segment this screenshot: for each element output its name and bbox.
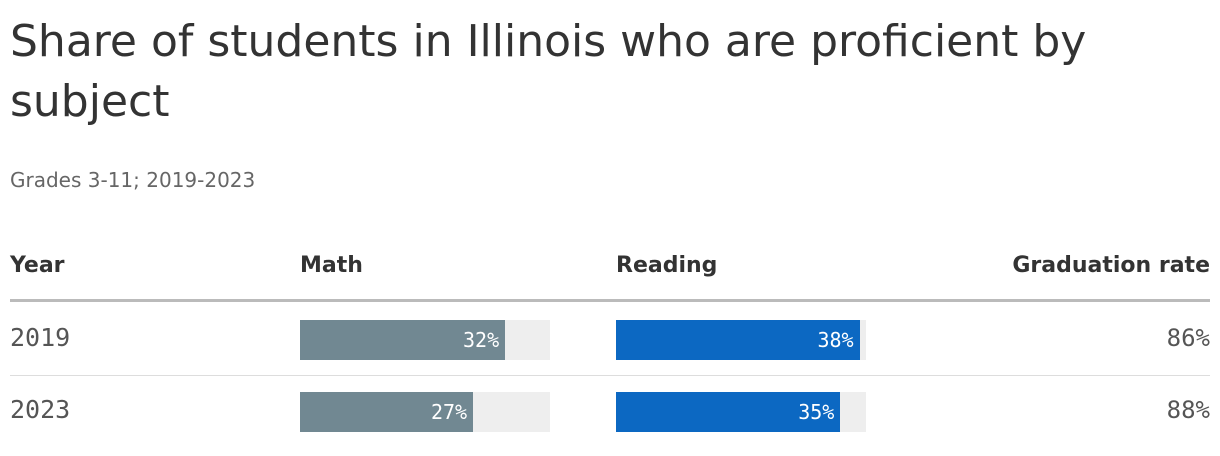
math-bar: 32% bbox=[300, 320, 506, 360]
column-header-reading: Reading bbox=[616, 253, 718, 278]
table-row-2023: 2023 27% 35% 88% bbox=[0, 392, 1220, 432]
year-cell: 2023 bbox=[10, 395, 71, 424]
column-header-graduation-rate: Graduation rate bbox=[1012, 253, 1210, 278]
chart-title: Share of students in Illinois who are pr… bbox=[10, 16, 1087, 127]
column-header-math: Math bbox=[300, 253, 363, 278]
reading-bar: 35% bbox=[616, 392, 841, 432]
math-bar-track: 32% bbox=[300, 320, 550, 360]
reading-bar-track: 35% bbox=[616, 392, 866, 432]
row-divider bbox=[10, 375, 1210, 376]
reading-bar-track: 38% bbox=[616, 320, 866, 360]
table-row-2019: 2019 32% 38% 86% bbox=[0, 320, 1220, 360]
chart-subtitle: Grades 3-11; 2019-2023 bbox=[10, 168, 256, 192]
reading-bar: 38% bbox=[616, 320, 860, 360]
graduation-rate-cell: 86% bbox=[1166, 324, 1210, 352]
year-cell: 2019 bbox=[10, 323, 71, 352]
math-bar: 27% bbox=[300, 392, 474, 432]
math-bar-track: 27% bbox=[300, 392, 550, 432]
column-header-year: Year bbox=[10, 253, 65, 278]
graduation-rate-cell: 88% bbox=[1166, 396, 1210, 424]
header-divider bbox=[10, 299, 1210, 302]
